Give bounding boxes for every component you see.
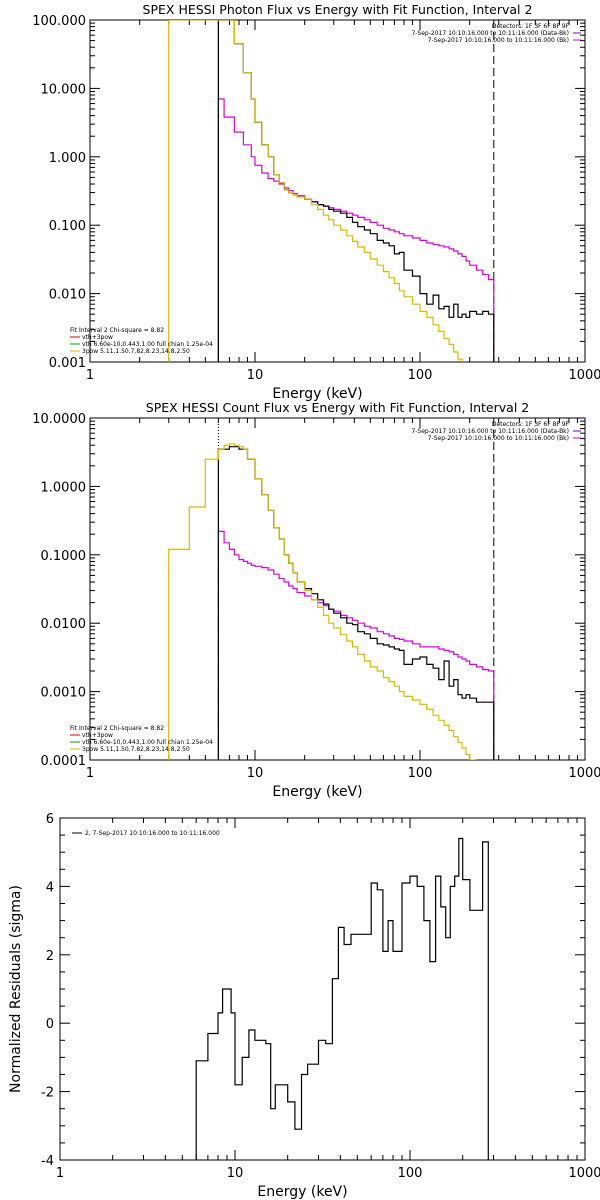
y-tick-label: 4 (46, 880, 54, 895)
x-axis-label: Energy (keV) (272, 784, 362, 800)
y-tick-label: 0 (46, 1017, 54, 1032)
series-group (168, 443, 495, 760)
y-tick-label: 100.000 (32, 14, 86, 29)
fit-line: 3pow 5.11,1.50,7.82,8.23,14.8,2.50 (82, 746, 190, 753)
y-tick-label: 10.0000 (32, 412, 86, 427)
y-tick-label: 1.000 (49, 151, 86, 166)
plot-frame (89, 19, 586, 363)
fit-line: Fit Interval 2 Chi-square = 8.82 (70, 725, 164, 732)
series-line-data-bk (217, 446, 495, 760)
x-tick-label: 1000 (568, 368, 600, 383)
series-line-bk (217, 530, 495, 760)
info-line: 7-Sep-2017 10:10:16.000 to 10:11:16.000 … (428, 435, 569, 442)
y-tick-label: 0.0001 (41, 754, 87, 769)
plot-frame (89, 417, 586, 761)
x-axis-label: Energy (keV) (257, 1184, 347, 1200)
x-tick-label: 1 (86, 368, 94, 383)
y-tick-label: 0.001 (49, 356, 86, 371)
y-axis-label: Normalized Residuals (sigma) (8, 885, 24, 1093)
series-line-vth-3pow (168, 20, 463, 362)
x-axis-label: Energy (keV) (272, 386, 362, 402)
info-line: 7-Sep-2017 10:10:16.000 to 10:11:16.000 … (411, 428, 569, 435)
series-line-vth-3pow (168, 443, 477, 760)
x-tick-label: 1 (56, 1166, 64, 1181)
info-line: Detectors: 1F 3F 6F 8F 9F (492, 23, 570, 30)
chart-panel-2: 1 10 100 1000 0.0001 0.0010 0.0100 0.1000 1.0000… (32, 400, 600, 800)
chart-title: SPEX HESSI Photon Flux vs Energy with Fi… (143, 2, 533, 17)
chart-title: SPEX HESSI Count Flux vs Energy with Fit… (146, 400, 529, 415)
fit-line: vth+3pow (82, 334, 113, 341)
y-tick-label: 0.010 (49, 288, 86, 303)
x-tick-label: 10 (247, 766, 264, 781)
y-tick-label: 6 (46, 812, 54, 827)
series-line-data-bk (217, 20, 495, 362)
y-tick-label: -4 (41, 1154, 54, 1169)
chart-panel-1: 1 10 100 1000 0.001 0.010 0.100 1.000 10.000 100.… (32, 2, 600, 402)
y-tick-label: 0.1000 (41, 549, 87, 564)
chart-panel-3: 1 10 100 1000 -4 -2 0 2 4 6 Energy (keV) Normalized… (8, 812, 600, 1200)
x-tick-label: 1000 (568, 1166, 600, 1181)
fit-line: 3pow 5.11,1.50,7.82,8.23,14.8,2.50 (82, 348, 190, 355)
fit-line: Fit Interval 2 Chi-square = 8.82 (70, 327, 164, 334)
y-tick-label: 10.000 (41, 82, 87, 97)
y-tick-label: 1.0000 (41, 480, 87, 495)
y-tick-label: -2 (41, 1086, 54, 1101)
x-tick-label: 100 (398, 1166, 423, 1181)
series-group (195, 837, 489, 1160)
series-group (168, 20, 495, 362)
y-tick-label: 0.100 (49, 219, 86, 234)
info-line: 7-Sep-2017 10:10:16.000 to 10:11:16.000 … (411, 30, 569, 37)
x-tick-label: 10 (227, 1166, 244, 1181)
y-tick-label: 2 (46, 949, 54, 964)
info-line: Detectors: 1F 3F 6F 8F 9F (492, 421, 570, 428)
x-tick-label: 1 (86, 766, 94, 781)
x-tick-label: 100 (408, 368, 433, 383)
plot-frame (59, 817, 586, 1161)
legend-entry: 2, 7-Sep-2017 10:10:16.000 to 10:11:16.0… (85, 830, 220, 837)
fit-line: vth 6.60e-10,0.443,1.00 full chian 1.25e… (82, 739, 213, 746)
x-tick-label: 1000 (568, 766, 600, 781)
x-tick-label: 10 (247, 368, 264, 383)
series-line-2 (195, 837, 489, 1160)
info-line: 7-Sep-2017 10:10:16.000 to 10:11:16.000 … (428, 37, 569, 44)
fit-line: vth 6.60e-10,0.443,1.00 full chian 1.25e… (82, 341, 213, 348)
fit-line: vth+3pow (82, 732, 113, 739)
series-line-bk (217, 98, 495, 362)
x-tick-label: 100 (408, 766, 433, 781)
y-tick-label: 0.0100 (41, 617, 87, 632)
y-tick-label: 0.0010 (41, 686, 87, 701)
